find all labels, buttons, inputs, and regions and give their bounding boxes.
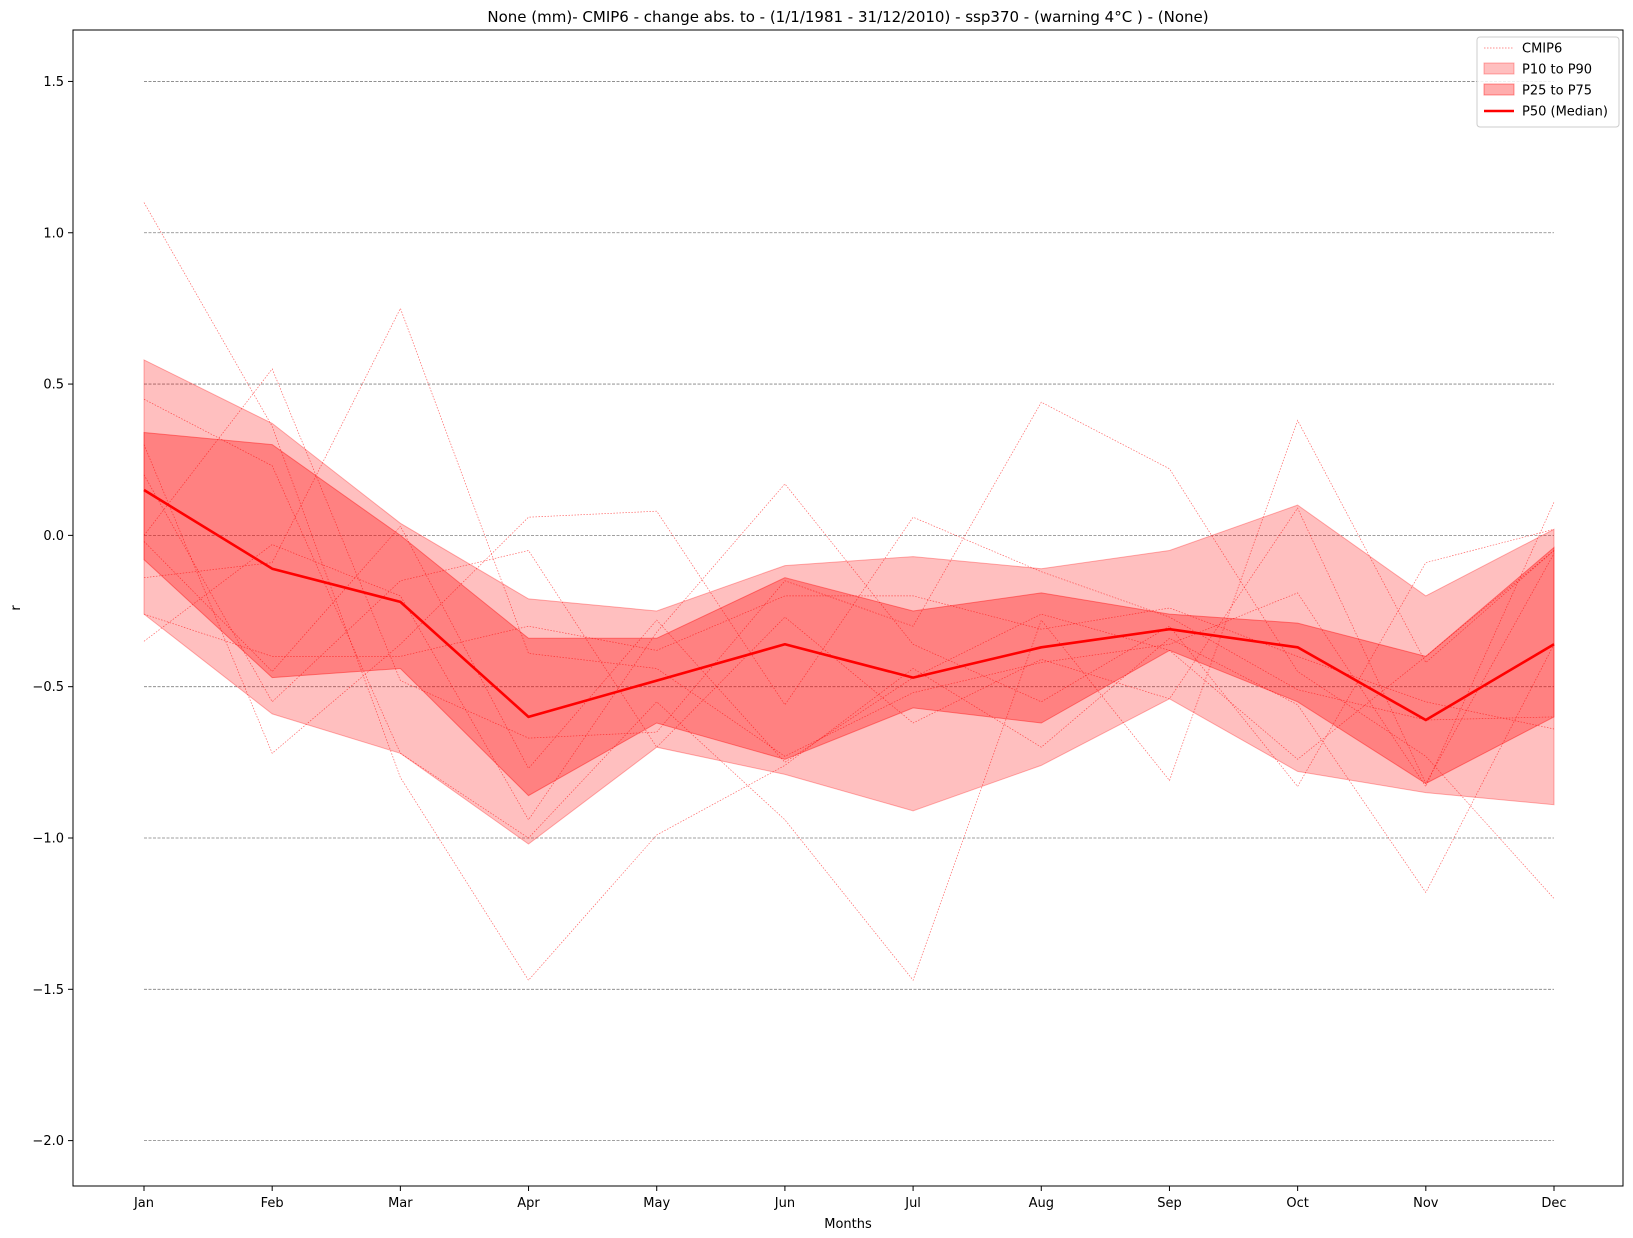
- y-tick-label: 0.0: [43, 529, 64, 544]
- gridlines: [144, 81, 1554, 1142]
- legend: CMIP6 P10 to P90 P25 to P75 P50 (Median): [1476, 36, 1620, 128]
- y-tick-label: −0.5: [32, 680, 64, 695]
- x-tick-label-jul: Jul: [904, 1196, 921, 1211]
- y-tick-label: −1.0: [32, 831, 64, 846]
- x-axis-label: Months: [824, 1217, 872, 1232]
- x-tick-label-feb: Feb: [261, 1196, 284, 1211]
- legend-box: [1476, 36, 1620, 128]
- model-lines: [143, 202, 1555, 981]
- band-p10-p90: [143, 359, 1555, 845]
- legend-label-p25-p75: P25 to P75: [1522, 84, 1592, 99]
- x-tick-label-oct: Oct: [1286, 1196, 1308, 1211]
- x-tick-label-may: May: [643, 1196, 670, 1211]
- x-tick-label-dec: Dec: [1541, 1196, 1566, 1211]
- y-tick-label: 1.0: [43, 226, 64, 241]
- y-tick-label: −2.0: [32, 1134, 64, 1149]
- cmip6-model-line-5: [143, 307, 1555, 788]
- axis-ticks: −2.0 −1.5 −1.0 −0.5 0.0 0.5 1.0 1.5 Jan Feb Mar Apr…: [32, 75, 1566, 1211]
- y-tick-label: 0.5: [43, 378, 64, 393]
- legend-p25-p75-swatch: [1483, 83, 1515, 96]
- cmip6-model-line-8: [143, 474, 1555, 785]
- median-line: [143, 488, 1555, 722]
- cmip6-model-line-7: [143, 444, 1555, 754]
- cmip6-model-line-9: [143, 525, 1555, 770]
- x-tick-label-aug: Aug: [1029, 1196, 1054, 1211]
- y-tick-label: 1.5: [43, 75, 64, 90]
- chart-title: None (mm)- CMIP6 - change abs. to - (1/1…: [487, 8, 1208, 26]
- x-tick-label-nov: Nov: [1413, 1196, 1439, 1211]
- legend-label-cmip6: CMIP6: [1522, 42, 1562, 57]
- y-tick-label: −1.5: [32, 983, 64, 998]
- legend-label-p10-p90: P10 to P90: [1522, 63, 1592, 78]
- y-axis-label: r: [9, 605, 24, 611]
- legend-label-median: P50 (Median): [1522, 105, 1608, 120]
- cmip6-model-line-1: [143, 202, 1555, 981]
- cmip6-model-line-3: [143, 368, 1555, 899]
- x-tick-label-apr: Apr: [517, 1196, 540, 1211]
- x-tick-label-jan: Jan: [133, 1196, 154, 1211]
- x-tick-label-mar: Mar: [388, 1196, 413, 1211]
- plot-area-frame: [72, 29, 1624, 1187]
- x-tick-label-jun: Jun: [774, 1196, 795, 1211]
- median-line-group: [143, 488, 1555, 722]
- x-tick-label-sep: Sep: [1157, 1196, 1182, 1211]
- cmip6-model-line-2: [143, 483, 1555, 821]
- legend-p10-p90-swatch: [1483, 62, 1515, 75]
